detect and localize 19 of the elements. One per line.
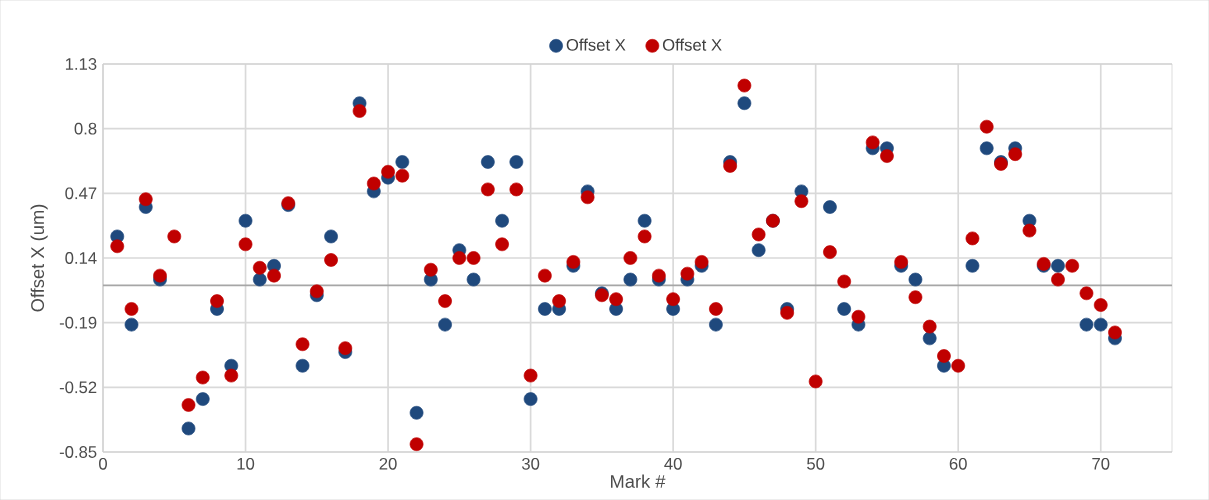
y-tick-label: -0.19 [59, 316, 97, 329]
x-tick-label: 40 [664, 457, 682, 470]
y-tick-label: 0.14 [65, 252, 97, 264]
x-tick-label: 60 [949, 457, 967, 470]
x-tick-label: 50 [807, 457, 825, 470]
x-tick-label: 20 [379, 457, 397, 470]
y-tick-label: 1.13 [65, 58, 97, 70]
y-tick-label: 0.47 [65, 187, 97, 200]
x-axis-title: Mark # [611, 474, 666, 488]
legend-label: Offset X [566, 38, 626, 51]
x-tick-label: 10 [237, 457, 255, 470]
x-tick-label: 70 [1092, 457, 1110, 470]
y-axis-title: Offset X (um) [30, 204, 48, 312]
y-tick-label: 0.8 [74, 122, 97, 135]
x-tick-label: 30 [521, 457, 540, 470]
x-tick-label: 0 [99, 457, 107, 470]
y-tick-label: -0.52 [59, 381, 97, 394]
y-tick-label: -0.85 [59, 446, 97, 458]
legend-label: Offset X [662, 38, 722, 51]
